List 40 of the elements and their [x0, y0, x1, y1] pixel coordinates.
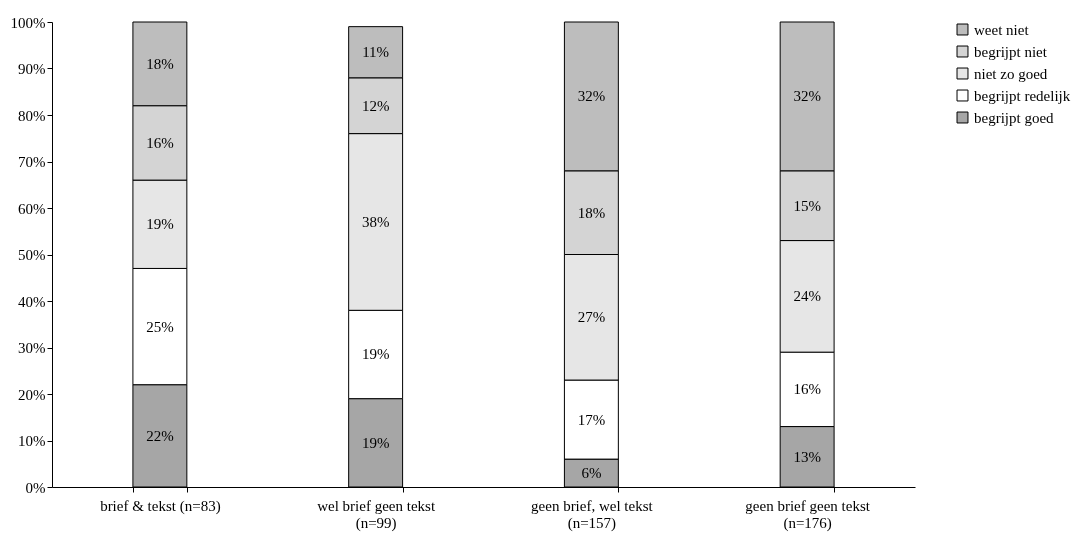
data-label: 24% — [793, 288, 821, 305]
data-label: 17% — [577, 411, 606, 428]
data-label: 32% — [577, 88, 606, 105]
data-label: 32% — [793, 88, 821, 105]
legend-label: begrijpt redelijk — [974, 87, 1071, 104]
x-tick-label: wel brief geen tekst (n=99) — [317, 497, 436, 532]
data-label: 27% — [577, 309, 606, 326]
data-label: 38% — [361, 213, 390, 230]
y-tick-label: 90% — [18, 61, 46, 77]
data-label: 18% — [577, 204, 606, 221]
y-tick-label: 50% — [18, 247, 46, 263]
legend-label: begrijpt niet — [974, 43, 1048, 60]
y-tick-label: 10% — [18, 433, 46, 449]
y-tick-label: 30% — [18, 340, 46, 356]
data-label: 12% — [361, 97, 390, 114]
x-tick-label: brief & tekst (n=83) — [100, 497, 221, 515]
data-label: 13% — [793, 448, 821, 465]
data-label: 6% — [581, 465, 602, 482]
x-tick-label: geen brief, wel tekst (n=157) — [531, 497, 654, 532]
x-tick-label: geen brief geen tekst (n=176) — [745, 497, 871, 532]
data-label: 16% — [793, 381, 821, 398]
legend-label: begrijpt goed — [974, 109, 1055, 126]
y-tick-label: 80% — [18, 107, 46, 124]
y-tick-label: 60% — [18, 200, 46, 217]
data-label: 16% — [146, 134, 174, 151]
y-tick-label: 20% — [18, 386, 46, 403]
data-label: 19% — [361, 434, 390, 451]
y-tick-label: 0% — [25, 479, 46, 496]
data-label: 18% — [146, 55, 174, 72]
legend-label: weet niet — [974, 21, 1030, 38]
y-tick-label: 70% — [18, 154, 46, 170]
data-label: 11% — [362, 44, 390, 61]
y-tick-label: 40% — [18, 293, 46, 310]
data-label: 25% — [146, 318, 174, 335]
y-tick-label: 100% — [10, 14, 46, 31]
data-label: 19% — [146, 216, 174, 233]
data-label: 19% — [361, 346, 390, 363]
data-label: 15% — [793, 197, 821, 214]
legend-label: niet zo goed — [974, 65, 1048, 82]
data-label: 22% — [146, 427, 174, 444]
